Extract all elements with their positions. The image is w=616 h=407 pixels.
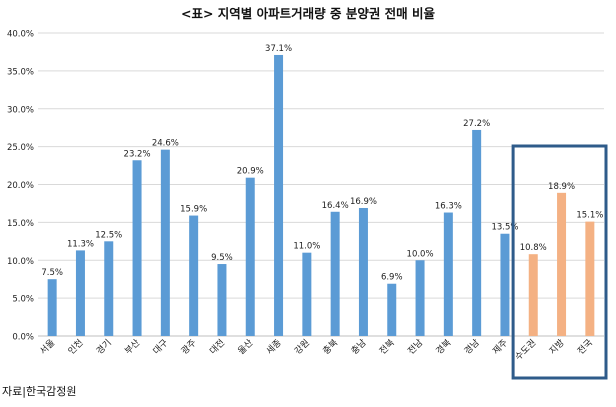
data-label: 9.5% [211, 253, 233, 263]
x-tick-label: 수도권 [512, 337, 538, 363]
data-label: 6.9% [381, 273, 403, 283]
y-tick-label: 35.0% [7, 67, 34, 77]
bar-충남 [358, 207, 368, 336]
x-tick-label: 전북 [377, 337, 396, 356]
data-label: 11.3% [67, 239, 94, 249]
bar-울산 [245, 177, 255, 336]
bar-대구 [160, 149, 170, 336]
data-label: 24.6% [152, 139, 179, 149]
x-tick-label: 충남 [349, 337, 368, 356]
y-tick-label: 5.0% [12, 295, 34, 305]
y-axis-tick-labels: 0.0% 5.0% 10.0% 15.0% 20.0% 25.0% 30.0% 35.0% 40… [7, 30, 34, 343]
data-label: 16.9% [350, 197, 377, 207]
bar-인천 [75, 250, 85, 336]
data-label: 11.0% [293, 242, 320, 252]
x-tick-label: 전남 [406, 337, 425, 356]
data-label: 15.1% [576, 211, 603, 221]
x-tick-label: 광주 [179, 337, 199, 357]
bar-세종 [274, 54, 284, 336]
data-label: 16.4% [322, 201, 349, 211]
data-label: 27.2% [463, 119, 490, 129]
y-tick-label: 40.0% [7, 30, 34, 40]
x-tick-label: 부산 [123, 337, 142, 356]
bar-강원 [302, 252, 312, 336]
bar-수도권 [528, 254, 538, 336]
data-label: 10.8% [520, 243, 547, 253]
y-tick-label: 25.0% [7, 143, 34, 153]
data-label: 37.1% [265, 44, 292, 54]
highlight-box [511, 144, 608, 380]
y-tick-label: 15.0% [7, 219, 34, 229]
x-tick-label: 경북 [433, 337, 453, 357]
source-note: 자료|한국감정원 [2, 385, 77, 398]
bar-광주 [189, 215, 199, 336]
x-tick-label: 지방 [547, 337, 566, 356]
bar-전국 [585, 221, 595, 336]
x-tick-label: 경기 [94, 337, 114, 357]
data-label: 23.2% [124, 149, 151, 159]
data-label: 15.9% [180, 205, 207, 215]
x-tick-label: 제주 [491, 337, 510, 356]
x-tick-label: 서울 [38, 337, 57, 356]
y-tick-label: 20.0% [7, 181, 34, 191]
bar-충북 [330, 211, 340, 336]
x-tick-label: 강원 [292, 337, 311, 356]
data-label: 10.0% [407, 249, 434, 259]
data-label: 12.5% [95, 230, 122, 240]
y-tick-label: 10.0% [7, 257, 34, 267]
data-label: 20.9% [237, 167, 264, 177]
chart-title: <표> 지역별 아파트거래량 중 분양권 전매 비율 [180, 6, 436, 21]
x-tick-label: 전국 [575, 337, 594, 356]
bar-경남 [472, 129, 482, 336]
bar-경북 [443, 212, 453, 336]
bar-부산 [132, 160, 142, 336]
x-tick-label: 세종 [264, 337, 283, 356]
bar-제주 [500, 233, 510, 336]
data-label: 18.9% [548, 182, 575, 192]
data-labels: 7.5% 11.3%12.5% 23.2%24.6% 15.9% 9.5% 20.9% 37… [41, 44, 603, 283]
data-label: 13.5% [491, 223, 518, 233]
x-axis-tick-labels: 서울 인천 경기 부산 대구 광주 대전 울산 세종 강원 충북 충남 전북 전남 경북 경남 제주 수도권 지방 전… [38, 337, 595, 363]
bar-경기 [104, 241, 114, 336]
y-tick-label: 30.0% [7, 105, 34, 115]
bar-대전 [217, 264, 227, 336]
y-tick-label: 0.0% [12, 333, 34, 343]
x-tick-label: 충북 [321, 337, 340, 356]
bar-서울 [47, 279, 57, 336]
x-tick-label: 경남 [462, 337, 482, 357]
x-tick-label: 인천 [66, 337, 85, 356]
bars [47, 54, 595, 336]
bar-전북 [387, 283, 397, 336]
x-tick-label: 대구 [151, 337, 170, 356]
data-label: 7.5% [41, 268, 63, 278]
data-label: 16.3% [435, 202, 462, 212]
gridlines [38, 32, 604, 337]
x-tick-label: 울산 [236, 337, 255, 356]
x-tick-label: 대전 [208, 337, 227, 356]
bar-전남 [415, 260, 425, 336]
bar-지방 [557, 192, 567, 336]
